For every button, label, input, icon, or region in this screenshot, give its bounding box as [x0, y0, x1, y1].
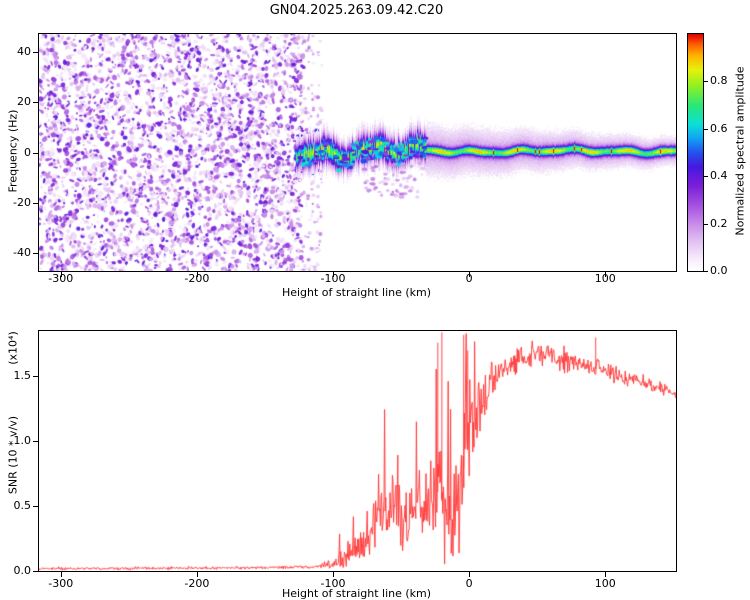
colorbar-tick-label: 0.0	[710, 264, 728, 277]
colorbar-tick	[704, 176, 708, 178]
colorbar-canvas	[688, 34, 703, 271]
spectrogram-x-tick-label: -300	[48, 272, 74, 285]
snr-y-tick	[33, 506, 38, 508]
spectrogram-x-tick	[605, 272, 607, 277]
colorbar-label: Normalized spectral amplitude	[733, 66, 747, 236]
colorbar-tick-label: 0.4	[710, 169, 728, 183]
snr-y-axis-scale: (x10⁴)	[6, 331, 20, 365]
snr-x-tick-label: 0	[465, 577, 473, 590]
snr-x-axis-label: Height of straight line (km)	[281, 587, 432, 600]
spectrogram-x-axis-label: Height of straight line (km)	[281, 286, 432, 299]
snr-y-tick-label: 1.0	[13, 434, 32, 448]
colorbar-tick-label: 0.6	[710, 121, 728, 135]
snr-y-tick	[33, 441, 38, 443]
snr-x-tick	[605, 572, 607, 577]
spectrogram-panel	[38, 33, 677, 272]
snr-x-tick-label: -100	[320, 577, 346, 590]
spectrogram-x-tick-label: 0	[465, 272, 473, 285]
colorbar-tick	[704, 81, 708, 83]
spectrogram-x-tick-label: -200	[184, 272, 210, 285]
colorbar-tick-label: 0.8	[710, 74, 728, 88]
spectrogram-y-tick	[33, 202, 38, 204]
spectrogram-x-tick-label: 100	[594, 272, 616, 285]
spectrogram-y-tick-label: 40	[17, 44, 31, 58]
snr-y-tick-label: 1.5	[13, 369, 32, 383]
snr-x-tick	[196, 572, 198, 577]
spectrogram-x-tick	[469, 272, 471, 277]
snr-y-axis-label: SNR (10 * v/v)	[6, 415, 20, 495]
snr-y-tick	[33, 376, 38, 378]
snr-x-tick	[333, 572, 334, 577]
page-title: GN04.2025.263.09.42.C20	[269, 3, 444, 18]
colorbar	[687, 33, 704, 272]
snr-y-tick-label: 0.0	[13, 564, 32, 577]
snr-x-tick-label: -300	[48, 577, 74, 590]
spectrogram-y-tick	[33, 152, 38, 154]
snr-canvas	[39, 331, 676, 571]
snr-panel	[38, 330, 677, 572]
snr-y-tick	[33, 571, 38, 572]
snr-x-tick	[469, 572, 471, 577]
spectrogram-y-tick	[33, 253, 38, 255]
spectrogram-y-tick	[33, 51, 38, 53]
spectrogram-y-tick-label: 20	[17, 95, 31, 109]
spectrogram-y-tick	[33, 102, 38, 104]
snr-x-tick-label: -200	[184, 577, 210, 590]
spectrogram-x-tick	[333, 272, 334, 277]
spectrogram-x-tick-label: -100	[320, 272, 346, 285]
spectrogram-canvas	[39, 34, 676, 271]
snr-x-tick	[60, 572, 62, 577]
colorbar-tick	[704, 223, 708, 225]
spectrogram-x-tick	[60, 272, 62, 277]
colorbar-tick	[704, 128, 708, 130]
spectrogram-x-tick	[196, 272, 198, 277]
snr-y-tick-label: 0.5	[13, 499, 32, 513]
colorbar-tick	[704, 271, 708, 272]
spectrogram-y-tick-label: 0	[24, 145, 31, 159]
spectrogram-y-tick-label: -40	[13, 246, 31, 260]
spectrogram-y-tick-label: -20	[13, 195, 31, 209]
snr-x-tick-label: 100	[594, 577, 616, 590]
colorbar-tick-label: 0.2	[710, 216, 728, 230]
